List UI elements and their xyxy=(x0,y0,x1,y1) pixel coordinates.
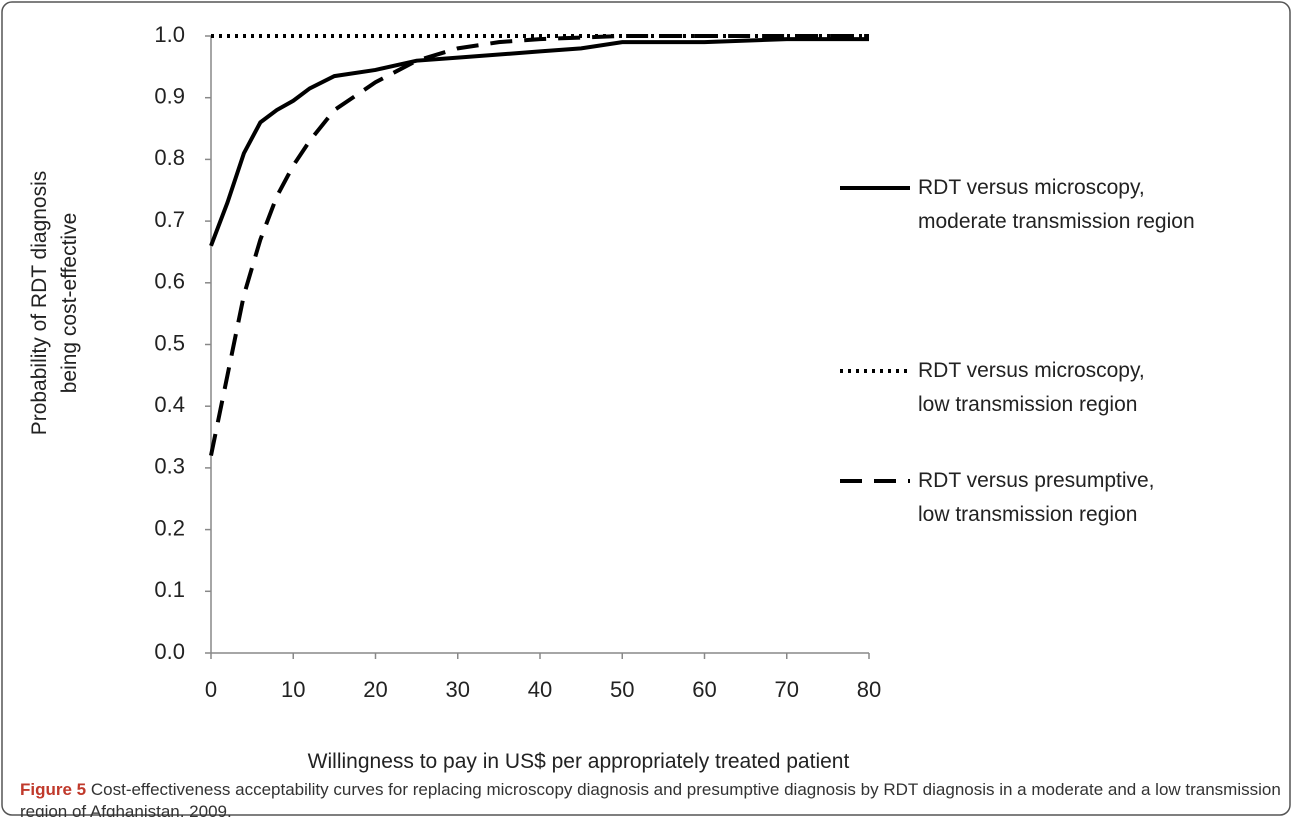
y-tick-label: 0.4 xyxy=(154,392,185,417)
x-axis-title: Willingness to pay in US$ per appropriat… xyxy=(307,750,850,773)
x-tick-label: 20 xyxy=(363,677,387,702)
series-line xyxy=(209,34,869,456)
legend-label: RDT versus microscopy, low transmission … xyxy=(918,359,1151,416)
y-tick-label: 1.0 xyxy=(154,22,185,47)
x-tick-label: 50 xyxy=(610,677,634,702)
x-tick-label: 10 xyxy=(281,677,305,702)
caption: Figure 5 Cost-effectiveness acceptabilit… xyxy=(20,779,1282,817)
x-tick-label: 0 xyxy=(205,677,217,702)
legend-label: RDT versus microscopy, moderate transmis… xyxy=(918,176,1195,233)
y-tick-label: 0.9 xyxy=(154,84,185,109)
x-tick-label: 60 xyxy=(692,677,716,702)
x-tick-label: 70 xyxy=(775,677,799,702)
y-tick-label: 0.7 xyxy=(154,207,185,232)
legend-label: RDT versus presumptive, low transmission… xyxy=(918,469,1160,526)
y-tick-label: 0.2 xyxy=(154,515,185,540)
y-tick-label: 0.0 xyxy=(154,639,185,664)
y-axis-title: Probability of RDT diagnosis being cost-… xyxy=(28,170,81,436)
y-tick-label: 0.1 xyxy=(154,577,185,602)
y-tick-label: 0.3 xyxy=(154,454,185,479)
x-tick-label: 80 xyxy=(857,677,881,702)
caption-label: Figure 5 xyxy=(20,780,87,799)
series-line xyxy=(209,37,869,247)
y-tick-label: 0.6 xyxy=(154,269,185,294)
y-tick-label: 0.8 xyxy=(154,145,185,170)
x-tick-label: 30 xyxy=(446,677,470,702)
caption-text: Cost-effectiveness acceptability curves … xyxy=(20,780,1281,817)
y-tick-label: 0.5 xyxy=(154,330,185,355)
x-tick-label: 40 xyxy=(528,677,552,702)
